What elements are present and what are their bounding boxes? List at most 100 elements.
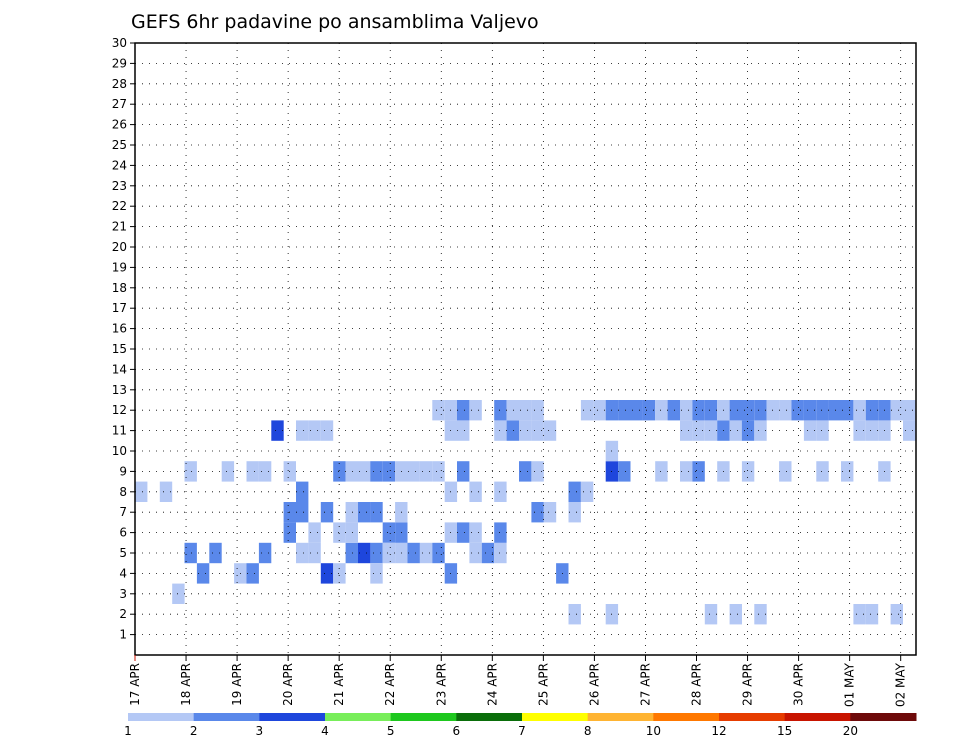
heat-cell-7 xyxy=(890,604,903,625)
heat-cell-45 xyxy=(469,522,482,543)
heat-cell-98 xyxy=(531,420,544,441)
heat-cell-92 xyxy=(320,420,334,441)
heat-cell-99 xyxy=(543,420,557,441)
x-tick-label-14: 01 MAY xyxy=(843,662,857,707)
heat-cell-65 xyxy=(382,461,396,482)
heat-cell-40 xyxy=(419,542,433,564)
y-tick-label-9: 9 xyxy=(119,464,127,478)
heat-cell-109 xyxy=(816,420,829,441)
heat-cell-113 xyxy=(903,420,916,441)
colorbar-swatch-5 xyxy=(456,713,523,721)
heat-cell-120 xyxy=(519,400,532,421)
heat-cell-96 xyxy=(506,420,519,441)
x-tick-label-12: 29 APR xyxy=(741,663,755,706)
heat-cell-58 xyxy=(258,461,272,482)
heat-cell-14 xyxy=(358,542,371,564)
heat-cell-138 xyxy=(779,400,792,421)
y-axis: 1234567891011121314151617181920212223242… xyxy=(112,36,135,642)
y-tick-label-10: 10 xyxy=(112,444,127,458)
heat-cell-142 xyxy=(828,400,841,421)
heat-cell-47 xyxy=(494,542,507,564)
x-tick-label-5: 22 APR xyxy=(383,663,397,706)
heat-cell-57 xyxy=(246,461,259,482)
x-tick-label-8: 25 APR xyxy=(536,663,550,706)
heat-cell-32 xyxy=(370,542,383,564)
heat-cell-141 xyxy=(816,400,829,421)
heat-cell-128 xyxy=(655,400,668,421)
heat-cell-61 xyxy=(333,461,346,482)
heat-cell-53 xyxy=(135,481,148,502)
heat-cell-63 xyxy=(358,461,371,482)
heat-cell-36 xyxy=(382,542,396,564)
heat-cell-105 xyxy=(729,420,742,441)
heat-cell-54 xyxy=(159,481,173,502)
heat-cell-68 xyxy=(419,461,433,482)
heat-cell-147 xyxy=(890,400,903,421)
heat-cell-108 xyxy=(803,420,817,441)
colorbar-swatch-9 xyxy=(719,713,786,721)
heat-cell-44 xyxy=(469,542,482,564)
heat-cell-118 xyxy=(494,400,507,421)
x-tick-label-2: 19 APR xyxy=(230,663,244,706)
y-tick-label-13: 13 xyxy=(112,383,127,397)
heat-cell-94 xyxy=(457,420,470,441)
heat-cell-121 xyxy=(531,400,544,421)
heat-cell-43 xyxy=(457,522,470,543)
colorbar-swatch-2 xyxy=(259,713,326,721)
colorbar-swatch-1 xyxy=(193,713,260,721)
heat-cell-50 xyxy=(543,502,557,523)
heat-cell-55 xyxy=(184,461,197,482)
colorbar-swatch-6 xyxy=(522,713,589,721)
heat-cell-75 xyxy=(531,461,544,482)
heat-cell-103 xyxy=(704,420,718,441)
heat-cell-60 xyxy=(296,481,309,502)
heat-cell-67 xyxy=(407,461,420,482)
colorbar-swatch-11 xyxy=(850,713,917,721)
colorbar-swatch-0 xyxy=(128,713,195,721)
heat-cell-129 xyxy=(667,400,680,421)
heat-cell-81 xyxy=(680,461,693,482)
y-tick-label-6: 6 xyxy=(119,526,127,540)
y-tick-label-3: 3 xyxy=(119,587,127,601)
y-tick-label-11: 11 xyxy=(112,424,127,438)
heat-cell-77 xyxy=(580,481,594,502)
heat-cell-46 xyxy=(481,542,495,564)
heat-cell-22 xyxy=(296,502,309,523)
heat-cell-86 xyxy=(816,461,829,482)
heat-cell-34 xyxy=(370,502,383,523)
heat-cell-18 xyxy=(196,563,210,584)
heat-cell-5 xyxy=(853,604,866,625)
heat-cell-25 xyxy=(320,502,334,523)
y-tick-label-8: 8 xyxy=(119,485,127,499)
x-tick-label-9: 26 APR xyxy=(587,663,601,706)
heat-cell-139 xyxy=(791,400,804,421)
colorbar-label-10: 10 xyxy=(646,724,661,738)
heat-cell-106 xyxy=(741,420,755,441)
heat-cell-85 xyxy=(779,461,792,482)
colorbar-label-1: 1 xyxy=(124,724,132,738)
heat-cell-107 xyxy=(754,420,767,441)
heat-cell-145 xyxy=(865,400,879,421)
cells-layer xyxy=(135,400,916,625)
y-tick-label-20: 20 xyxy=(112,240,127,254)
colorbar-label-3: 3 xyxy=(256,724,264,738)
heat-cell-17 xyxy=(184,542,197,564)
heat-cell-136 xyxy=(754,400,767,421)
colorbar-swatch-10 xyxy=(784,713,851,721)
heat-cell-89 xyxy=(271,420,284,441)
heat-cell-122 xyxy=(580,400,594,421)
heat-cell-26 xyxy=(333,522,346,543)
heat-cell-102 xyxy=(692,420,705,441)
y-tick-label-24: 24 xyxy=(112,158,127,172)
y-tick-label-25: 25 xyxy=(112,138,127,152)
x-tick-label-7: 24 APR xyxy=(485,663,499,706)
heat-cell-127 xyxy=(642,400,656,421)
heat-cell-116 xyxy=(457,400,470,421)
colorbar-swatch-8 xyxy=(653,713,720,721)
y-tick-label-17: 17 xyxy=(112,301,127,315)
y-tick-label-21: 21 xyxy=(112,220,127,234)
heat-cell-41 xyxy=(432,542,445,564)
x-axis: 17 APR 18 APR 19 APR 20 APR 21 APR 22 APR 23 A… xyxy=(128,655,908,707)
heat-cell-31 xyxy=(358,502,371,523)
